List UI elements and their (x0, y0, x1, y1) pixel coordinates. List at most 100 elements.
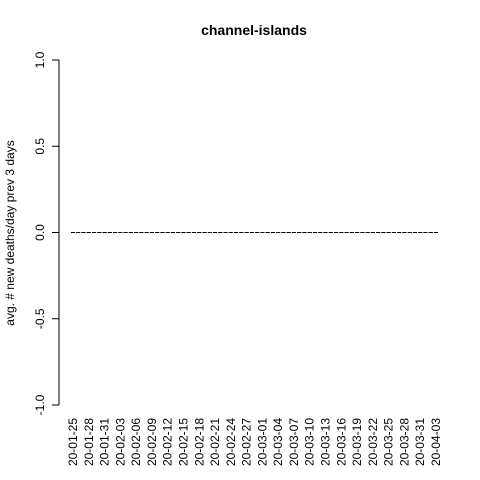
bar (155, 232, 160, 233)
bar (244, 232, 249, 233)
x-tick-label: 20-03-19 (350, 418, 364, 466)
bar (276, 232, 281, 233)
bar (202, 232, 207, 233)
bar (134, 232, 139, 233)
bar (376, 232, 381, 233)
bar (107, 232, 112, 233)
bar (402, 232, 407, 233)
bar (344, 232, 349, 233)
bar (191, 232, 197, 233)
bar (239, 232, 244, 233)
x-tick-label: 20-02-06 (129, 418, 143, 466)
x-tick-label: 20-01-31 (98, 418, 112, 466)
bar (302, 232, 307, 233)
y-axis-label: avg. # new deaths/day prev 3 days (3, 140, 17, 325)
x-tick-label: 20-03-22 (366, 418, 380, 466)
x-tick-label: 20-04-03 (429, 418, 443, 466)
bar (312, 232, 318, 233)
bar (433, 232, 439, 233)
bar (339, 232, 344, 233)
y-tick-label: 0.5 (33, 138, 47, 155)
bar (412, 232, 418, 233)
x-tick-label: 20-03-16 (334, 418, 348, 466)
bar (170, 232, 176, 233)
y-tick-label: -1.0 (33, 394, 47, 415)
bar (197, 232, 202, 233)
bar (70, 232, 76, 233)
bar (255, 232, 260, 233)
bar (291, 232, 297, 233)
x-tick-label: 20-03-13 (319, 418, 333, 466)
bar (354, 232, 360, 233)
bar (333, 232, 339, 233)
bar (265, 232, 270, 233)
x-tick-label: 20-02-09 (145, 418, 159, 466)
bar (397, 232, 402, 233)
x-tick-label: 20-02-21 (208, 418, 222, 466)
bar (365, 232, 370, 233)
bar (91, 232, 97, 233)
bar (386, 232, 391, 233)
bar (123, 232, 128, 233)
bar (186, 232, 191, 233)
bar (165, 232, 170, 233)
x-tick-label: 20-03-25 (382, 418, 396, 466)
bar (349, 232, 354, 233)
x-tick-label: 20-02-27 (240, 418, 254, 466)
bar (391, 232, 397, 233)
x-tick-label: 20-02-15 (176, 418, 190, 466)
x-tick-label: 20-01-28 (82, 418, 96, 466)
bar (223, 232, 228, 233)
bar (112, 232, 118, 233)
bar (407, 232, 412, 233)
bar (102, 232, 107, 233)
x-ticks: 20-01-25 20-01-28 20-01-31 20-02-03 20-02-06… (66, 418, 443, 466)
x-tick-label: 20-03-01 (255, 418, 269, 466)
bar (97, 232, 102, 233)
bar (144, 232, 149, 233)
x-tick-label: 20-03-31 (413, 418, 427, 466)
bar (307, 232, 312, 233)
bar (370, 232, 375, 233)
bar (86, 232, 91, 233)
bars (70, 232, 439, 233)
x-tick-label: 20-02-24 (224, 418, 238, 466)
bar (233, 232, 239, 233)
bar (297, 232, 302, 233)
bar (212, 232, 218, 233)
bar (270, 232, 276, 233)
x-tick-label: 20-03-28 (397, 418, 411, 466)
bar (218, 232, 223, 233)
bar (228, 232, 233, 233)
x-tick-label: 20-02-03 (113, 418, 127, 466)
x-tick-label: 20-03-10 (303, 418, 317, 466)
bar (428, 232, 433, 233)
y-tick-label: -0.5 (33, 308, 47, 329)
bar (328, 232, 333, 233)
bar (118, 232, 123, 233)
y-tick-label: 0.0 (33, 224, 47, 241)
x-tick-label: 20-01-25 (66, 418, 80, 466)
bar (81, 232, 86, 233)
bar (323, 232, 328, 233)
bar (149, 232, 155, 233)
bar (249, 232, 254, 233)
x-tick-label: 20-02-18 (192, 418, 206, 466)
y-ticks: -1.0 -0.5 0.0 0.5 1.0 (33, 51, 59, 415)
x-tick-label: 20-02-12 (161, 418, 175, 466)
bar (418, 232, 423, 233)
bar (360, 232, 365, 233)
bar (207, 232, 212, 233)
bar (128, 232, 133, 233)
bar (76, 232, 81, 233)
x-tick-label: 20-03-04 (271, 418, 285, 466)
bar (286, 232, 291, 233)
bar (281, 232, 286, 233)
bar (176, 232, 181, 233)
bar (423, 232, 428, 233)
bar (181, 232, 186, 233)
bar (318, 232, 323, 233)
y-tick-label: 1.0 (33, 51, 47, 68)
bar (139, 232, 144, 233)
